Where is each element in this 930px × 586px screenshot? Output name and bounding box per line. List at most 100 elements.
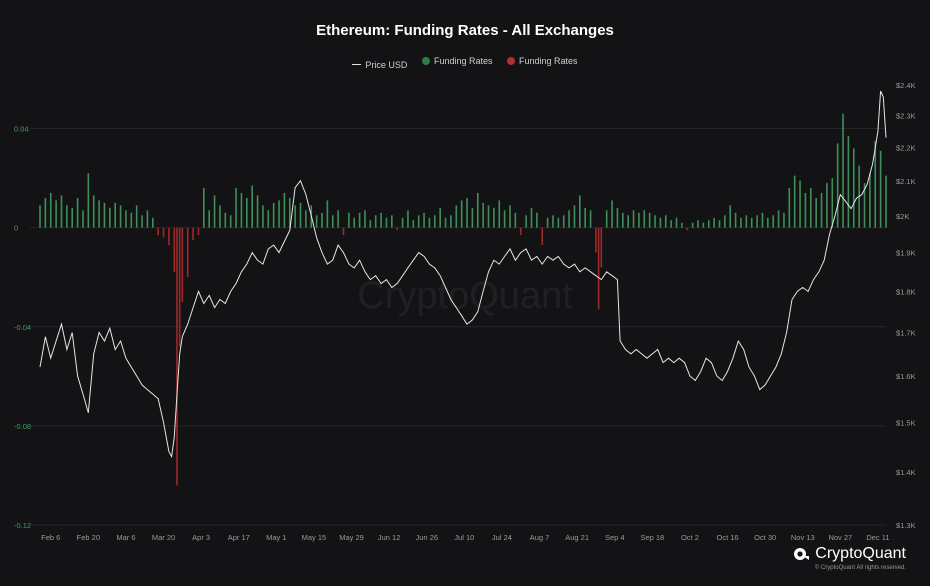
funding-rate-bar: [98, 200, 100, 228]
funding-rate-bar: [831, 178, 834, 228]
funding-rate-bar: [718, 220, 721, 228]
funding-rate-bar: [391, 215, 393, 228]
right-tick-label: $1.7K: [896, 328, 916, 337]
funding-rate-bar: [729, 205, 732, 228]
x-tick-label: Nov 13: [791, 533, 815, 542]
x-tick-label: Oct 2: [681, 533, 699, 542]
funding-rate-bar: [460, 200, 463, 228]
left-tick-label: 0: [14, 224, 18, 233]
funding-rate-bar: [321, 212, 323, 228]
funding-rate-bar: [820, 192, 823, 228]
green-dot-icon: [421, 57, 430, 65]
funding-rate-bar: [44, 197, 47, 228]
funding-rate-bar: [331, 215, 334, 228]
funding-rate-bar: [541, 227, 544, 246]
x-axis: Feb 6 Feb 20 Mar 6 Mar 20 Apr 3 Apr 17 May 1 Ma…: [41, 533, 889, 542]
price-usd-line: [39, 90, 887, 459]
funding-rate-bar: [810, 188, 812, 228]
funding-rate-bar: [842, 113, 844, 228]
funding-rate-bar: [611, 200, 613, 228]
funding-rate-bar: [595, 227, 597, 253]
funding-rate-bar: [176, 227, 178, 486]
x-tick-label: May 1: [266, 533, 286, 542]
left-tick-label: 0.04: [14, 125, 29, 134]
funding-rate-bar: [305, 210, 307, 228]
funding-rate-bar: [283, 192, 286, 228]
x-tick-label: May 15: [302, 533, 327, 542]
funding-rate-bar: [584, 207, 586, 228]
funding-rate-bar: [568, 210, 570, 228]
funding-rate-bar: [152, 217, 154, 228]
right-tick-label: $1.3K: [896, 521, 916, 530]
legend-item-price[interactable]: Price USD: [352, 60, 407, 70]
funding-rate-bar: [294, 205, 296, 228]
funding-rate-bar: [208, 210, 210, 228]
left-tick-label: -0.08: [14, 422, 31, 431]
funding-rate-bar: [288, 197, 291, 228]
legend-item-funding-positive[interactable]: Funding Rates: [421, 56, 493, 66]
x-tick-label: Feb 20: [77, 533, 100, 542]
funding-rate-bar: [299, 202, 302, 228]
funding-rate-bar: [385, 217, 388, 228]
brand-logo: CryptoQuant © CryptoQuant All rights res…: [793, 545, 906, 571]
funding-rate-bar: [246, 197, 248, 228]
funding-rate-bar: [219, 205, 221, 228]
funding-rate-bar: [348, 212, 350, 228]
funding-rate-bar: [55, 200, 57, 228]
funding-rate-bar: [466, 197, 468, 228]
funding-rate-bar: [141, 215, 143, 228]
funding-rate-bar: [256, 195, 259, 228]
cryptoquant-logo-icon: [794, 548, 810, 560]
funding-rate-bar: [412, 220, 415, 228]
funding-rate-bar: [793, 175, 796, 228]
funding-rate-bar: [39, 205, 41, 228]
x-tick-label: Sep 4: [605, 533, 625, 542]
x-tick-label: Apr 17: [228, 533, 250, 542]
funding-rate-bar: [799, 180, 801, 228]
funding-rate-bar: [60, 195, 63, 228]
funding-rate-bar: [493, 207, 495, 228]
funding-rate-bar: [874, 140, 877, 228]
x-tick-label: Aug 21: [565, 533, 589, 542]
funding-rate-bar: [125, 210, 127, 228]
right-tick-label: $1.9K: [896, 249, 916, 258]
funding-rate-bar: [713, 217, 715, 228]
funding-rate-bar: [740, 217, 742, 228]
x-tick-label: Apr 3: [192, 533, 210, 542]
funding-rate-bar: [552, 215, 554, 228]
funding-rate-bar: [471, 207, 474, 228]
funding-rate-bar: [745, 215, 748, 228]
funding-rate-bar: [885, 175, 887, 228]
funding-rate-bar: [600, 227, 603, 268]
x-tick-label: Dec 11: [866, 533, 889, 542]
funding-rate-bar: [240, 192, 243, 228]
funding-rate-bar: [482, 202, 484, 228]
funding-rate-bar: [826, 183, 828, 228]
funding-rate-bar: [396, 227, 398, 231]
funding-rate-bar: [836, 143, 839, 228]
funding-rate-bar: [92, 195, 95, 228]
grid-lines: [30, 128, 886, 526]
funding-rate-bar: [66, 205, 68, 228]
right-tick-label: $1.6K: [896, 372, 916, 381]
legend-item-funding-negative[interactable]: Funding Rates: [507, 56, 578, 66]
funding-rate-bar: [487, 205, 490, 228]
funding-rate-bar: [82, 210, 84, 228]
funding-rate-bar: [173, 227, 176, 273]
funding-rate-bar: [734, 212, 737, 228]
funding-rate-bar: [675, 217, 678, 228]
x-tick-label: Jul 24: [492, 533, 512, 542]
x-tick-label: May 29: [339, 533, 364, 542]
left-axis: 0.04 0 -0.04 -0.08 -0.12: [14, 125, 31, 530]
funding-rate-bar: [262, 205, 264, 228]
funding-rate-bar: [686, 227, 689, 231]
funding-rate-bar: [852, 148, 855, 228]
funding-rate-bar: [337, 210, 339, 228]
watermark: CryptoQuant: [357, 275, 573, 317]
funding-rate-bar: [168, 227, 170, 246]
funding-rate-bar: [772, 215, 774, 228]
funding-rate-bar: [589, 210, 592, 228]
legend-label-funding-positive: Funding Rates: [433, 56, 493, 66]
funding-rate-bar: [186, 227, 189, 278]
